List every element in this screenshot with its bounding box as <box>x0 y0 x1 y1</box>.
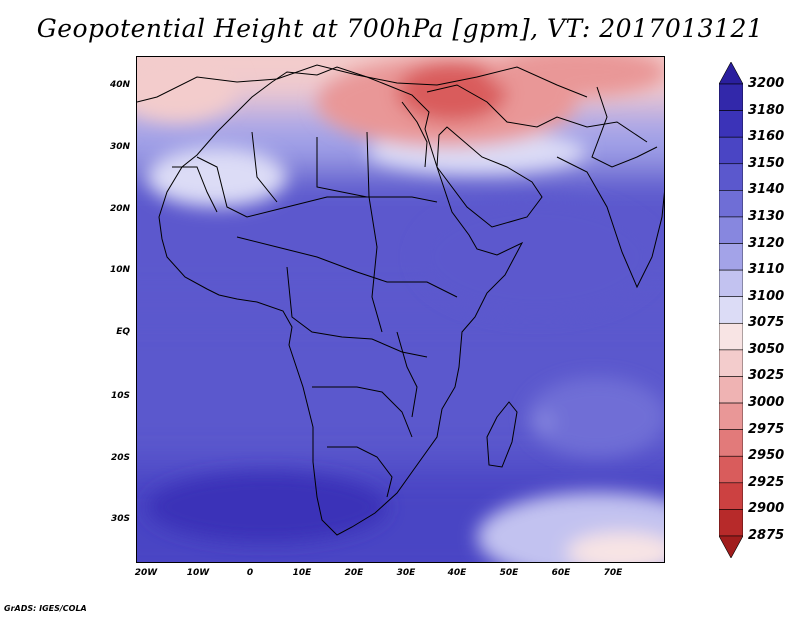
coast-india <box>556 156 664 289</box>
border-algeria <box>251 131 278 203</box>
colorbar-level-label: 3180 <box>748 102 785 118</box>
colorbar-cell <box>719 83 743 111</box>
coast-africa <box>158 66 524 536</box>
lat-label-20s: 20S <box>110 453 130 463</box>
lon-label-40e: 40E <box>447 568 467 578</box>
field-arabia <box>417 197 657 317</box>
field-indian-high <box>527 377 664 457</box>
coast-arabia <box>436 126 543 228</box>
colorbar-level-label: 3110 <box>748 262 785 278</box>
border-central-asia <box>591 86 658 168</box>
border-egypt <box>401 101 428 168</box>
border-libya <box>316 137 368 198</box>
grads-credit: GrADS: IGES/COLA <box>4 604 87 613</box>
field-sahara-ridge <box>147 147 287 207</box>
colorbar-level-label: 3150 <box>748 155 785 171</box>
colorbar-level-label: 2950 <box>748 448 785 464</box>
colorbar-cell <box>719 509 743 537</box>
lon-label-10w: 10W <box>186 568 210 578</box>
colorbar <box>719 62 743 558</box>
colorbar-cell <box>719 269 743 298</box>
colorbar-cell <box>719 216 743 244</box>
border-mauritania <box>172 166 218 213</box>
colorbar-cell <box>719 455 743 484</box>
colorbar-cell <box>719 376 743 404</box>
colorbar-cell <box>719 243 743 271</box>
colorbar-cap-bottom <box>719 535 743 558</box>
field-madagascar-spot <box>535 412 555 432</box>
colorbar-level-label: 3075 <box>748 315 785 331</box>
border-south-central <box>312 386 413 438</box>
lat-label-eq: EQ <box>116 327 130 337</box>
map-plot-area <box>136 56 665 563</box>
lon-label-60e: 60E <box>551 568 571 578</box>
colorbar-level-label: 3200 <box>748 76 785 91</box>
border-central <box>236 236 458 298</box>
colorbar-level-label: 2975 <box>748 421 785 437</box>
lat-label-30s: 30S <box>110 514 130 524</box>
field-s-indian-warm <box>567 532 664 562</box>
coastlines <box>137 64 664 536</box>
colorbar-cell <box>719 110 743 138</box>
field-ne-corner <box>487 57 664 97</box>
colorbar-cell <box>719 190 743 218</box>
lon-label-0: 0 <box>246 568 254 578</box>
border-southern <box>327 446 393 498</box>
lat-label-10s: 10S <box>110 391 130 401</box>
colorbar-cell <box>719 136 743 165</box>
colorbar-cell <box>719 402 743 430</box>
height-field <box>137 57 664 562</box>
field-nw-atlantic <box>137 57 237 122</box>
border-sahel <box>196 156 438 218</box>
colorbar-cell <box>719 429 743 457</box>
lon-label-20w: 20W <box>134 568 158 578</box>
border-congo <box>286 266 428 358</box>
lon-label-30e: 30E <box>396 568 416 578</box>
colorbar-level-label: 3100 <box>748 288 785 304</box>
colorbar-level-label: 3120 <box>748 235 785 251</box>
map-title: Geopotential Height at 700hPa [gpm], VT:… <box>36 14 764 43</box>
colorbar-level-label: 2925 <box>748 474 785 490</box>
lat-label-40n: 40N <box>109 80 130 90</box>
border-mideast <box>426 84 648 143</box>
lon-label-70e: 70E <box>603 568 623 578</box>
colorbar-level-label: 3000 <box>748 395 785 411</box>
lat-label-30n: 30N <box>109 142 130 152</box>
border-sudan-west <box>366 131 383 333</box>
colorbar-level-label: 3160 <box>748 129 785 145</box>
colorbar-level-label: 2900 <box>748 501 785 517</box>
colorbar-cell <box>719 482 743 510</box>
lat-label-10n: 10N <box>109 265 130 275</box>
border-rift <box>396 331 418 418</box>
coast-madagascar <box>486 401 518 468</box>
coast-mediterranean <box>137 64 588 103</box>
colorbar-level-label: 3025 <box>748 368 785 384</box>
lat-label-20n: 20N <box>109 204 130 214</box>
lon-label-20e: 20E <box>344 568 364 578</box>
colorbar-cell <box>719 322 743 351</box>
colorbar-cell <box>719 296 743 324</box>
lon-label-50e: 50E <box>499 568 519 578</box>
colorbar-cell <box>719 163 743 191</box>
lon-label-10e: 10E <box>292 568 312 578</box>
colorbar-level-label: 3050 <box>748 341 785 357</box>
colorbar-cap-top <box>719 62 743 85</box>
field-s-atlantic <box>147 472 387 542</box>
colorbar-cell <box>719 349 743 377</box>
colorbar-level-label: 3140 <box>748 182 785 198</box>
colorbar-level-label: 2875 <box>748 528 785 543</box>
colorbar-level-label: 3130 <box>748 208 785 224</box>
